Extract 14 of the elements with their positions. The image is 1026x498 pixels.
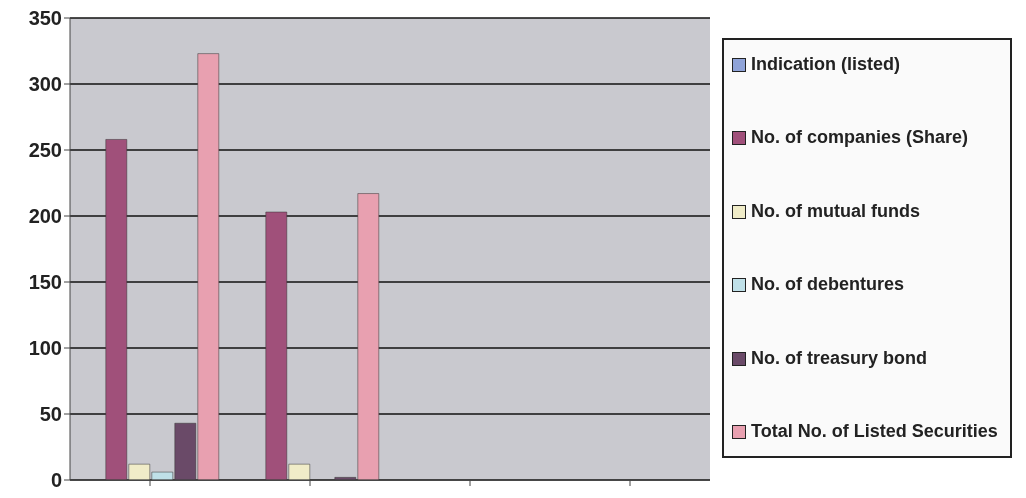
legend-label: Indication (listed) bbox=[751, 54, 901, 75]
y-tick-label: 350 bbox=[28, 7, 62, 30]
y-tick-label: 200 bbox=[28, 205, 62, 228]
y-tick-label: 0 bbox=[50, 469, 62, 492]
legend-label: No. of treasury bond bbox=[751, 347, 928, 369]
legend-label: No. of mutual funds bbox=[751, 200, 920, 222]
legend-label: No. of companies (Share) bbox=[751, 127, 969, 149]
y-tick-label: 100 bbox=[28, 337, 62, 360]
y-tick-label: 50 bbox=[39, 403, 62, 426]
y-tick-label: 300 bbox=[28, 73, 62, 96]
y-tick-label: 150 bbox=[28, 271, 62, 294]
y-tick-label: 250 bbox=[28, 139, 62, 162]
legend-label: Total No. of Listed Securities bbox=[751, 420, 998, 442]
legend-label: No. of debentures bbox=[751, 274, 905, 296]
